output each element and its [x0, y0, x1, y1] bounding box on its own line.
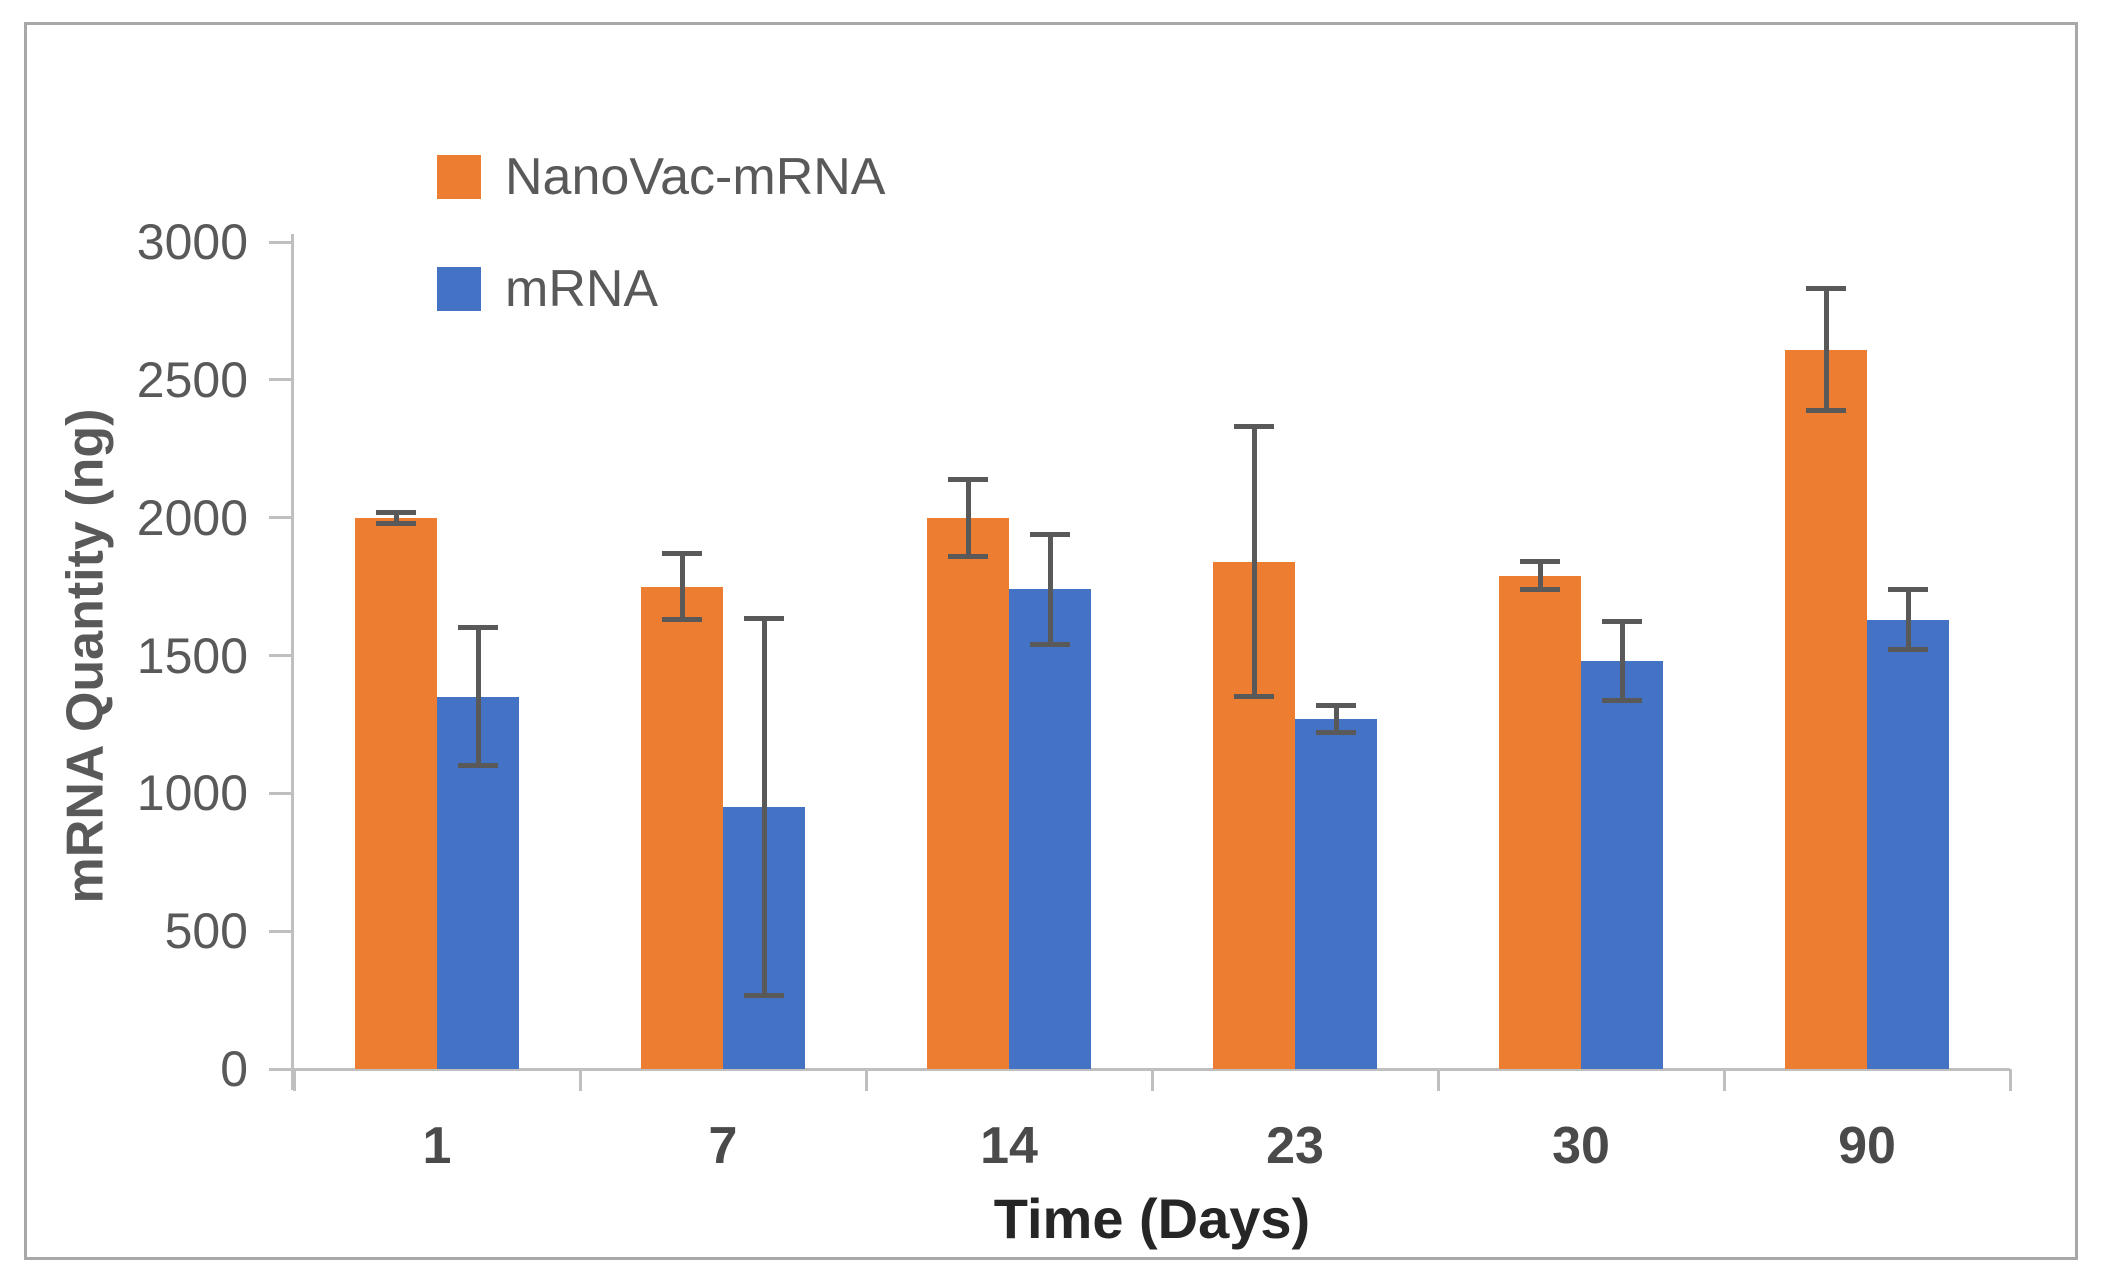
bar-mrna-day-90 — [1867, 619, 1949, 1069]
x-category-label: 1 — [422, 1117, 452, 1175]
error-bar-cap-bottom-mrna-day-30 — [1602, 698, 1642, 704]
error-bar-line-nanovac-mrna-day-90 — [1823, 288, 1829, 411]
x-category-label: 14 — [980, 1117, 1038, 1175]
bar-nanovac-mrna-day-14 — [927, 517, 1009, 1069]
bar-nanovac-mrna-day-7 — [641, 586, 723, 1069]
error-bar-cap-bottom-mrna-day-90 — [1888, 647, 1928, 653]
error-bar-line-mrna-day-30 — [1619, 621, 1625, 701]
y-tick-label: 2500 — [136, 351, 248, 408]
error-bar-line-nanovac-mrna-day-30 — [1537, 561, 1543, 590]
bar-nanovac-mrna-day-30 — [1499, 575, 1581, 1069]
error-bar-cap-top-nanovac-mrna-day-30 — [1520, 559, 1560, 565]
error-bar-line-mrna-day-7 — [761, 618, 767, 996]
error-bar-cap-bottom-nanovac-mrna-day-23 — [1234, 694, 1274, 700]
y-tick-mark — [269, 929, 291, 933]
error-bar-cap-bottom-nanovac-mrna-day-90 — [1806, 407, 1846, 413]
legend-label: mRNA — [505, 260, 659, 318]
error-bar-line-nanovac-mrna-day-7 — [679, 553, 685, 620]
error-bar-cap-bottom-mrna-day-7 — [744, 993, 784, 999]
x-tick-mark — [1150, 1069, 1154, 1091]
x-category-label: 30 — [1552, 1117, 1610, 1175]
y-tick-label: 500 — [164, 903, 248, 960]
y-tick-label: 1500 — [136, 627, 248, 684]
error-bar-line-mrna-day-23 — [1333, 705, 1339, 733]
y-axis-line — [291, 234, 294, 1090]
x-tick-mark — [2008, 1069, 2012, 1091]
y-tick-mark — [269, 516, 291, 520]
bar-mrna-day-23 — [1295, 718, 1377, 1069]
y-tick-mark — [269, 791, 291, 795]
error-bar-cap-top-nanovac-mrna-day-90 — [1806, 286, 1846, 292]
error-bar-line-mrna-day-1 — [475, 627, 481, 766]
x-tick-mark — [1722, 1069, 1726, 1091]
error-bar-cap-bottom-mrna-day-14 — [1030, 641, 1070, 647]
legend-swatch-icon — [437, 267, 481, 311]
error-bar-cap-top-mrna-day-14 — [1030, 531, 1070, 537]
error-bar-cap-top-mrna-day-23 — [1316, 702, 1356, 708]
error-bar-cap-top-mrna-day-1 — [458, 625, 498, 631]
x-category-label: 90 — [1838, 1117, 1896, 1175]
legend-label: NanoVac-mRNA — [505, 148, 886, 206]
error-bar-line-nanovac-mrna-day-1 — [393, 512, 399, 524]
error-bar-line-mrna-day-14 — [1047, 534, 1053, 645]
bar-nanovac-mrna-day-90 — [1785, 349, 1867, 1069]
error-bar-line-nanovac-mrna-day-14 — [965, 479, 971, 557]
x-axis-title: Time (Days) — [993, 1187, 1311, 1250]
error-bar-cap-top-mrna-day-30 — [1602, 618, 1642, 624]
legend-item-mrna: mRNA — [437, 260, 885, 318]
error-bar-cap-top-mrna-day-7 — [744, 615, 784, 621]
x-tick-mark — [1436, 1069, 1440, 1091]
error-bar-cap-top-nanovac-mrna-day-1 — [376, 509, 416, 515]
bar-mrna-day-30 — [1581, 661, 1663, 1069]
y-tick-mark — [269, 1067, 291, 1071]
x-tick-mark — [292, 1069, 296, 1091]
error-bar-line-mrna-day-90 — [1905, 589, 1911, 650]
error-bar-cap-top-nanovac-mrna-day-23 — [1234, 424, 1274, 430]
error-bar-cap-bottom-nanovac-mrna-day-7 — [662, 617, 702, 623]
bar-nanovac-mrna-day-1 — [355, 517, 437, 1069]
x-category-label: 7 — [708, 1117, 738, 1175]
y-tick-mark — [269, 654, 291, 657]
y-tick-label: 3000 — [136, 214, 248, 270]
error-bar-line-nanovac-mrna-day-23 — [1251, 426, 1257, 697]
y-tick-label: 1000 — [136, 765, 248, 822]
error-bar-cap-top-nanovac-mrna-day-7 — [662, 551, 702, 556]
error-bar-cap-bottom-nanovac-mrna-day-30 — [1520, 586, 1560, 592]
error-bar-cap-top-mrna-day-90 — [1888, 586, 1928, 592]
y-tick-mark — [269, 240, 291, 244]
y-tick-label: 2000 — [136, 489, 248, 546]
bar-mrna-day-14 — [1009, 589, 1091, 1069]
y-tick-label: 0 — [220, 1041, 248, 1097]
error-bar-cap-bottom-nanovac-mrna-day-1 — [376, 520, 416, 526]
error-bar-cap-bottom-nanovac-mrna-day-14 — [948, 553, 988, 559]
x-category-label: 23 — [1266, 1117, 1324, 1175]
y-tick-mark — [269, 378, 291, 382]
error-bar-cap-top-nanovac-mrna-day-14 — [948, 476, 988, 482]
error-bar-cap-bottom-mrna-day-1 — [458, 763, 498, 769]
x-tick-mark — [864, 1069, 868, 1091]
legend-item-nanovac-mrna: NanoVac-mRNA — [437, 148, 885, 206]
error-bar-cap-bottom-mrna-day-23 — [1316, 730, 1356, 736]
x-tick-mark — [578, 1069, 582, 1091]
legend-swatch-icon — [437, 155, 481, 199]
legend: NanoVac-mRNA mRNA — [437, 148, 885, 372]
